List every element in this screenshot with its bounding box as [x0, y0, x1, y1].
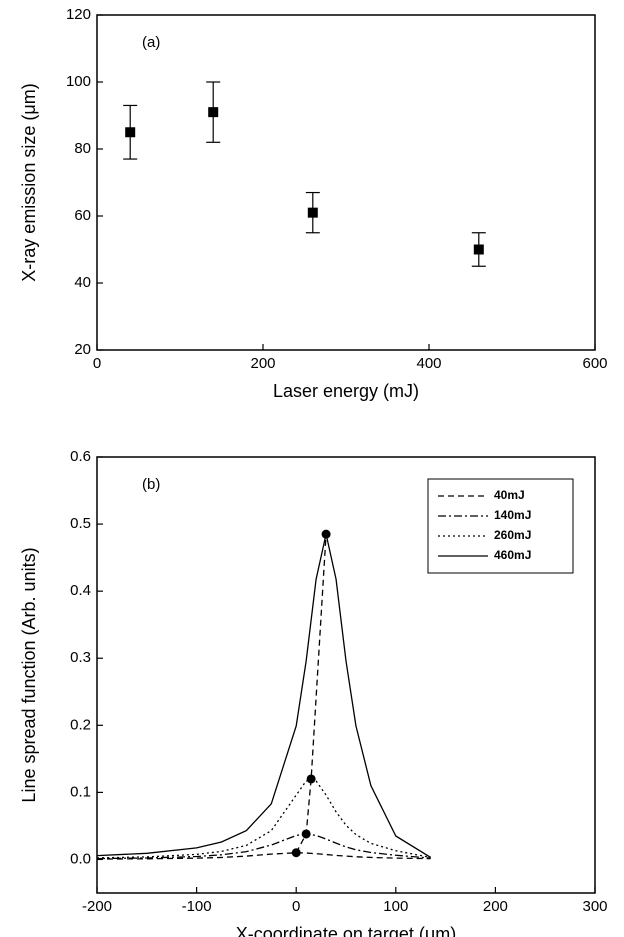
peak-marker: [306, 774, 316, 784]
y-tick-label: 100: [66, 73, 91, 90]
series-line: [96, 852, 431, 860]
peak-trend: [295, 534, 327, 854]
x-axis-title: X-coordinate on target (μm): [236, 924, 456, 937]
legend-label: 140mJ: [494, 508, 531, 522]
y-tick-label: 80: [74, 140, 91, 157]
y-tick-label: 0.6: [70, 448, 91, 465]
x-tick-label: 400: [416, 355, 441, 372]
y-tick-label: 0.0: [70, 850, 91, 867]
peak-marker: [301, 829, 311, 839]
legend-label: 460mJ: [494, 548, 531, 562]
y-tick-label: 20: [74, 341, 91, 358]
x-axis-title: Laser energy (mJ): [273, 381, 419, 401]
peak-marker: [291, 848, 301, 858]
y-tick-label: 0.2: [70, 716, 91, 733]
plot-frame: [96, 14, 596, 351]
annotation: (a): [142, 34, 160, 51]
y-tick-label: 60: [74, 207, 91, 224]
marker: [208, 107, 219, 118]
legend-label: 260mJ: [494, 528, 531, 542]
marker: [473, 244, 484, 255]
x-tick-label: 200: [250, 355, 275, 372]
y-tick-label: 0.4: [70, 582, 91, 599]
x-tick-label: -200: [82, 898, 112, 915]
peak-marker: [321, 529, 331, 539]
x-tick-label: 600: [582, 355, 607, 372]
marker: [125, 127, 136, 138]
x-tick-label: 0: [93, 355, 101, 372]
series-line: [96, 533, 432, 859]
x-tick-label: 100: [383, 898, 408, 915]
series-line: [96, 780, 431, 859]
plot-frame: [96, 456, 596, 894]
y-axis-title: Line spread function (Arb. units): [19, 547, 39, 802]
y-tick-label: 0.5: [70, 515, 91, 532]
series-line: [96, 833, 431, 860]
x-tick-label: 300: [582, 898, 607, 915]
y-tick-label: 0.1: [70, 783, 91, 800]
y-tick-label: 120: [66, 6, 91, 23]
x-tick-label: -100: [182, 898, 212, 915]
y-tick-label: 40: [74, 274, 91, 291]
x-tick-label: 0: [292, 898, 300, 915]
annotation: (b): [142, 476, 160, 493]
legend-label: 40mJ: [494, 488, 525, 502]
x-tick-label: 200: [483, 898, 508, 915]
y-axis-title: X-ray emission size (μm): [19, 83, 39, 281]
marker: [307, 207, 318, 218]
legend-box: [427, 478, 574, 574]
y-tick-label: 0.3: [70, 649, 91, 666]
